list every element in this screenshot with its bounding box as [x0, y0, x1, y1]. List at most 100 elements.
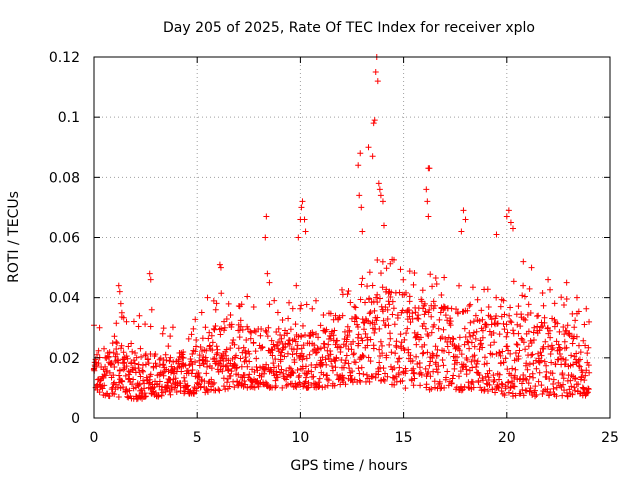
data-point	[433, 352, 440, 359]
data-point	[508, 319, 515, 326]
data-point	[468, 358, 475, 365]
data-point	[500, 359, 507, 366]
data-point	[445, 349, 452, 356]
data-point	[435, 325, 442, 332]
data-point	[251, 384, 258, 391]
data-point	[355, 365, 362, 372]
data-point	[285, 315, 292, 322]
data-point	[489, 351, 496, 358]
data-point	[210, 297, 217, 304]
data-point	[381, 377, 388, 384]
data-point	[512, 366, 519, 373]
data-point	[377, 338, 384, 345]
data-point	[439, 357, 446, 364]
data-point	[500, 297, 507, 304]
data-point	[287, 372, 294, 379]
data-point	[329, 363, 336, 370]
data-point	[490, 372, 497, 379]
data-point	[166, 357, 173, 364]
data-point	[582, 342, 589, 349]
data-point	[155, 393, 161, 400]
data-point	[481, 354, 488, 361]
data-point	[380, 317, 387, 324]
data-point	[563, 344, 570, 351]
data-point	[129, 381, 136, 388]
data-point	[391, 381, 398, 388]
data-point	[356, 377, 363, 384]
data-point	[376, 186, 383, 193]
data-point	[461, 325, 468, 332]
data-point	[430, 368, 437, 375]
data-point	[338, 286, 345, 293]
data-point	[299, 322, 306, 329]
data-point	[194, 380, 201, 387]
x-tick-label: 15	[395, 430, 413, 446]
data-point	[573, 350, 580, 357]
data-point	[584, 350, 591, 357]
data-point	[454, 354, 461, 361]
data-point	[266, 301, 273, 308]
data-point	[198, 376, 205, 383]
data-point	[531, 324, 538, 331]
data-point	[559, 370, 566, 377]
data-point	[273, 371, 280, 378]
data-point	[575, 357, 582, 364]
data-point	[370, 120, 377, 127]
data-point	[393, 378, 400, 385]
data-point	[512, 392, 519, 399]
data-point	[529, 351, 536, 358]
data-point	[551, 300, 558, 307]
data-point	[403, 330, 410, 337]
y-tick-label: 0.1	[58, 110, 80, 126]
data-point	[323, 361, 330, 368]
data-point	[162, 351, 169, 358]
data-point	[223, 346, 230, 353]
data-point	[214, 349, 221, 356]
data-point	[511, 383, 518, 390]
y-tick-label: 0.04	[49, 291, 80, 307]
data-point	[556, 328, 563, 335]
data-point	[356, 192, 363, 199]
data-point	[549, 370, 556, 377]
data-point	[512, 350, 519, 356]
data-point	[479, 316, 486, 323]
data-point	[340, 374, 347, 381]
data-point	[463, 371, 470, 378]
data-point	[476, 317, 483, 324]
data-point	[494, 383, 501, 390]
data-point	[556, 351, 563, 358]
data-point	[530, 329, 537, 336]
data-point	[219, 355, 226, 362]
data-point	[537, 349, 544, 356]
data-point	[397, 331, 404, 338]
data-point	[374, 299, 381, 306]
data-point	[283, 367, 290, 374]
data-point	[536, 327, 543, 334]
data-point	[483, 360, 490, 367]
data-point	[311, 342, 318, 349]
data-point	[560, 381, 567, 388]
data-point	[496, 371, 503, 378]
data-point	[576, 356, 583, 363]
data-point	[479, 327, 486, 334]
data-point	[299, 365, 306, 372]
data-point	[414, 360, 421, 367]
data-point	[442, 312, 449, 319]
data-point	[546, 375, 553, 382]
data-point	[211, 326, 218, 333]
data-point	[464, 338, 471, 345]
data-point	[123, 318, 130, 325]
data-point	[366, 269, 373, 276]
data-point	[440, 326, 447, 333]
data-point	[113, 320, 120, 327]
data-point	[406, 268, 413, 275]
data-point	[470, 332, 477, 339]
data-point	[397, 266, 404, 273]
data-point	[420, 320, 427, 327]
data-point	[212, 306, 219, 313]
data-point	[541, 358, 548, 365]
data-point	[371, 117, 378, 124]
data-point	[427, 271, 434, 278]
data-point	[272, 356, 279, 363]
data-point	[450, 372, 457, 379]
